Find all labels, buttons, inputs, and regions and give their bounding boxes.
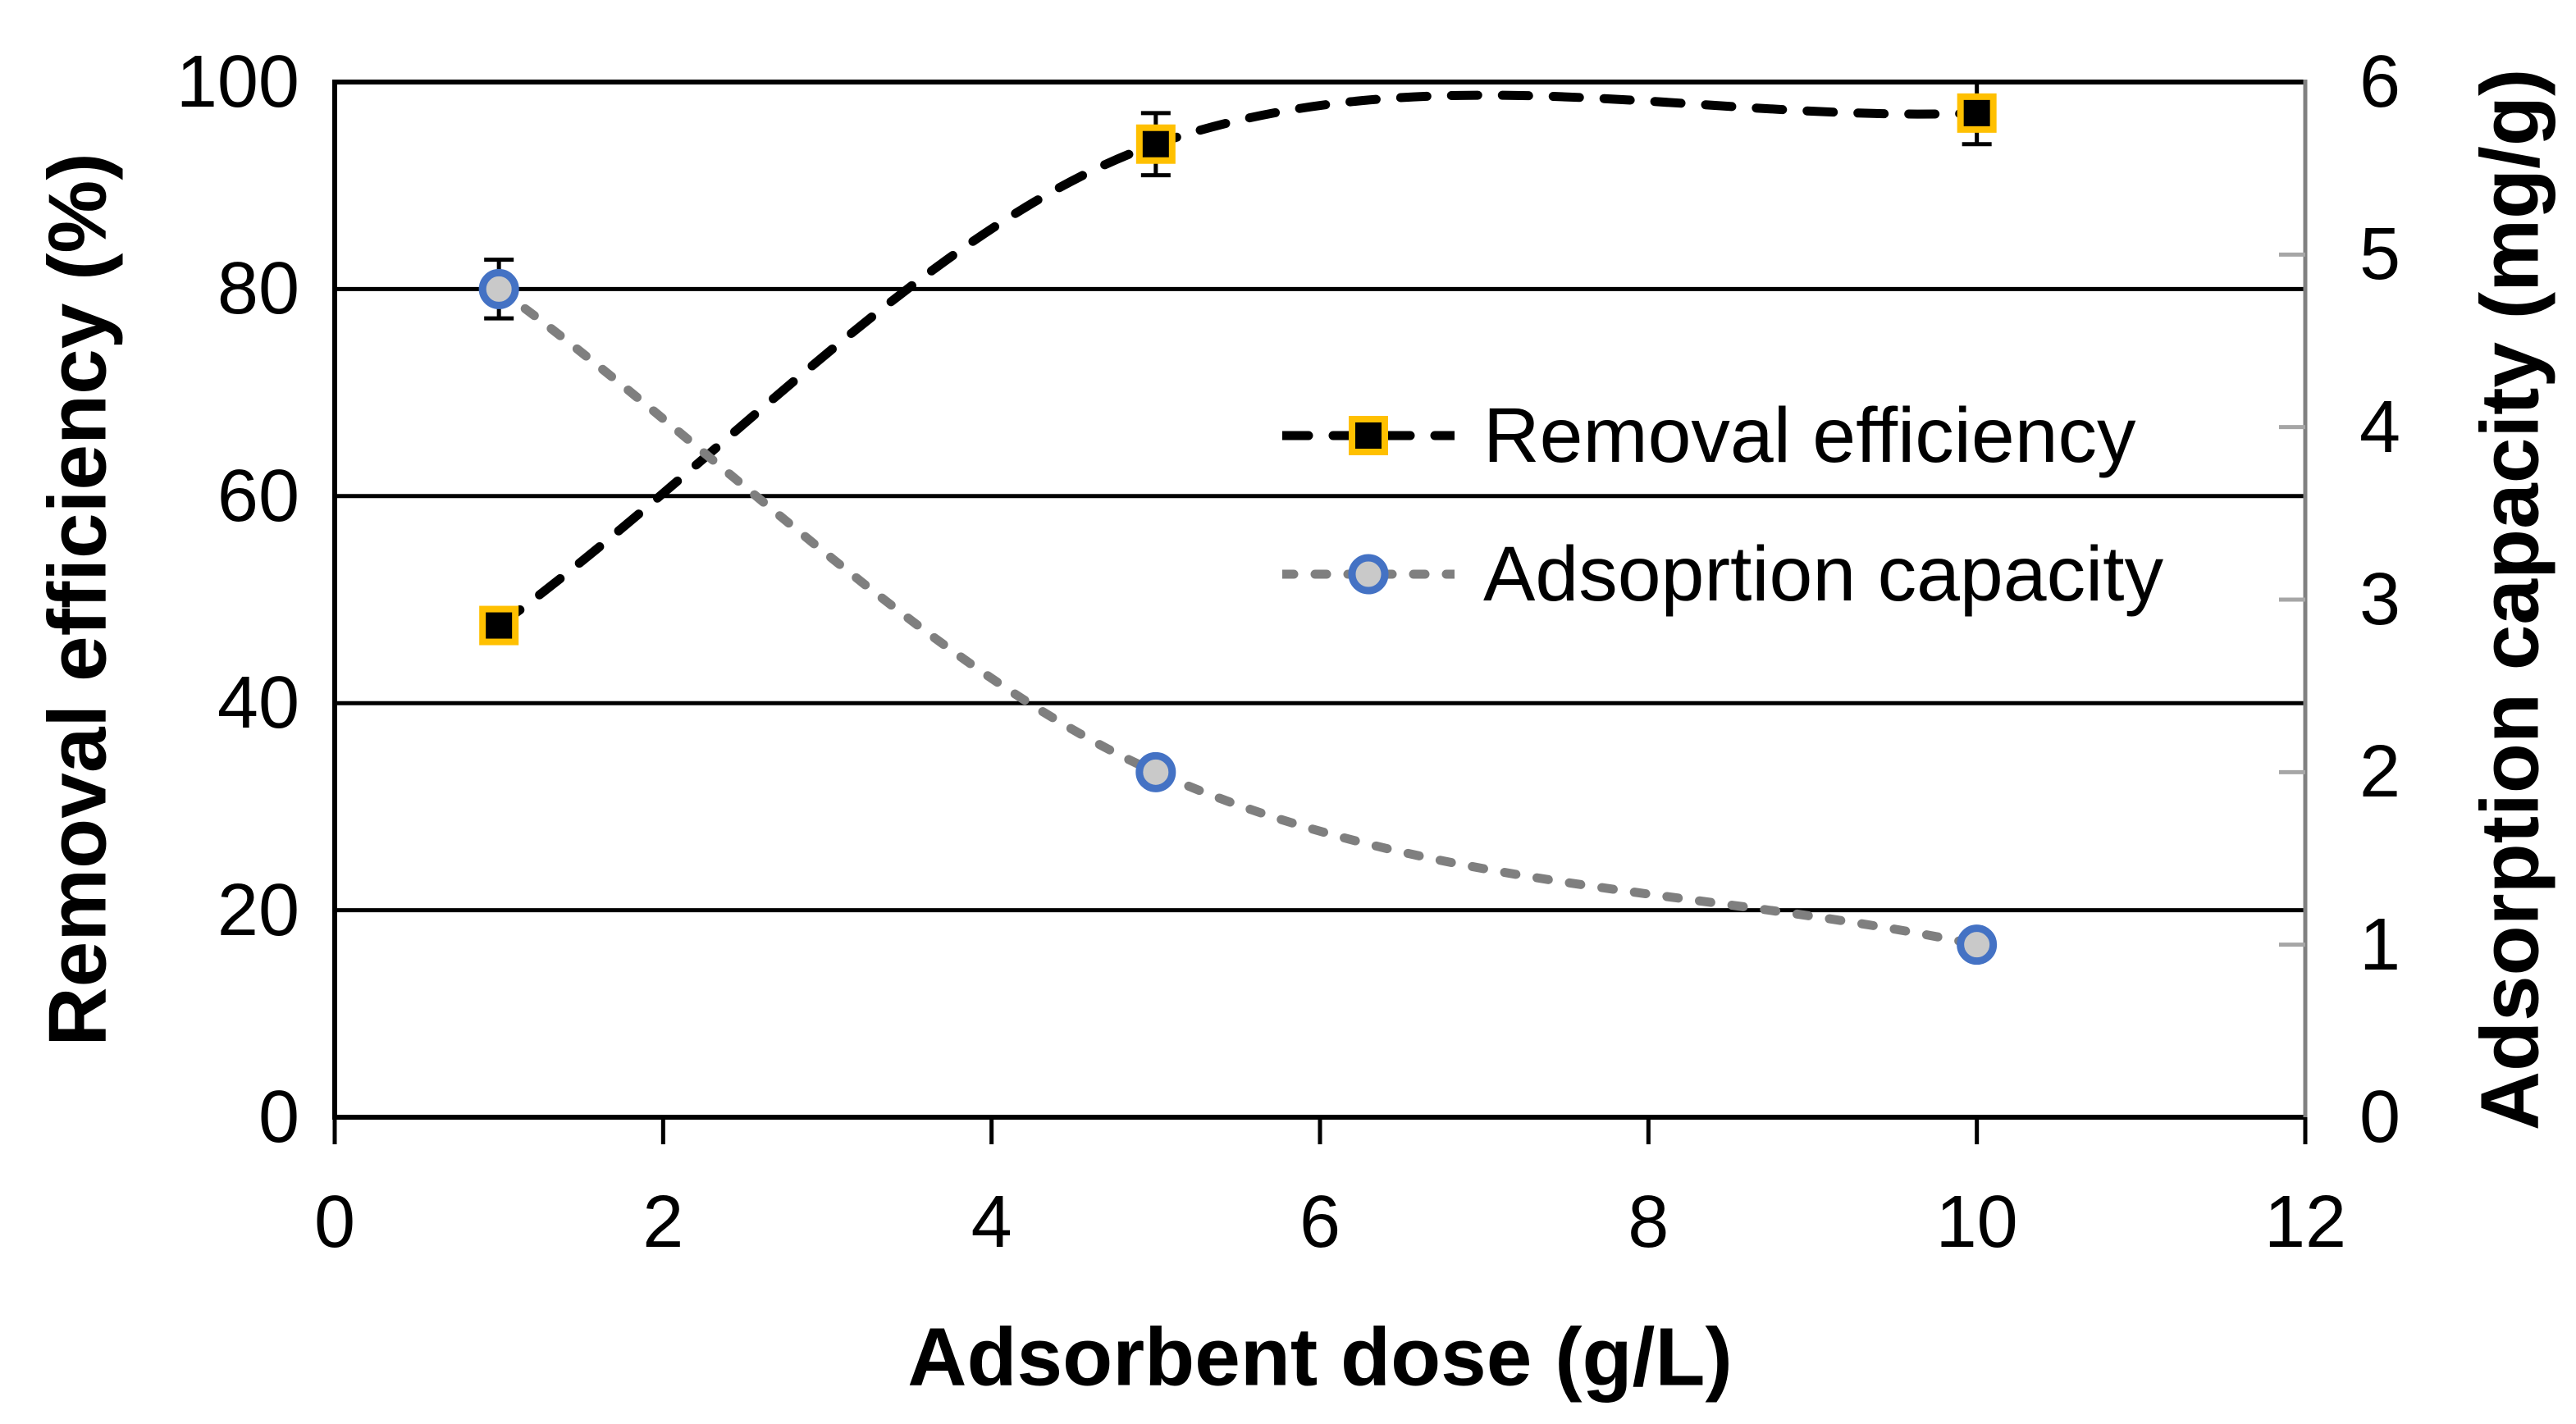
yr-ticks-label: 6 bbox=[2359, 41, 2401, 123]
legend-item-1: Adsoprtion capacity bbox=[1282, 517, 2163, 632]
yl-ticks-label: 0 bbox=[258, 1076, 299, 1158]
legend-label: Adsoprtion capacity bbox=[1483, 530, 2164, 618]
x-ticks-label: 8 bbox=[1628, 1181, 1669, 1263]
legend-label: Removal efficiency bbox=[1483, 391, 2136, 479]
x-ticks-label: 6 bbox=[1299, 1181, 1341, 1263]
yr-ticks-label: 2 bbox=[2359, 731, 2401, 814]
circle-marker bbox=[1135, 751, 1176, 792]
yr-ticks-label: 5 bbox=[2359, 213, 2401, 296]
x-ticks-label: 12 bbox=[2263, 1181, 2347, 1263]
legend-square-marker-icon bbox=[1349, 416, 1388, 455]
yl-ticks-label: 80 bbox=[217, 248, 299, 331]
square-marker bbox=[1135, 124, 1176, 164]
x-axis-title: Adsorbent dose (g/L) bbox=[907, 1311, 1733, 1403]
legend-item-0: Removal efficiency bbox=[1282, 378, 2163, 493]
yl-ticks-label: 100 bbox=[176, 41, 299, 123]
circle-marker bbox=[478, 268, 519, 309]
x-ticks-label: 0 bbox=[313, 1181, 356, 1263]
yr-ticks-label: 0 bbox=[2359, 1076, 2401, 1158]
yr-ticks-label: 1 bbox=[2359, 903, 2401, 986]
square-marker bbox=[1957, 93, 1997, 133]
legend-circle-marker-icon bbox=[1348, 554, 1389, 595]
legend-line-sample bbox=[1282, 554, 1455, 595]
circle-marker bbox=[1957, 924, 1998, 965]
x-ticks-label: 4 bbox=[971, 1181, 1012, 1263]
yr-ticks-label: 4 bbox=[2359, 386, 2401, 468]
yl-ticks-label: 20 bbox=[217, 869, 299, 952]
legend-line-sample bbox=[1282, 416, 1455, 455]
yl-ticks-label: 40 bbox=[217, 662, 299, 745]
square-marker bbox=[479, 605, 519, 646]
legend: Removal efficiency Adsoprtion capacity bbox=[1282, 378, 2163, 655]
yr-ticks-label: 3 bbox=[2359, 559, 2401, 641]
yl-ticks-label: 60 bbox=[217, 454, 299, 537]
x-ticks-label: 10 bbox=[1935, 1181, 2018, 1263]
x-ticks-label: 2 bbox=[642, 1181, 684, 1263]
